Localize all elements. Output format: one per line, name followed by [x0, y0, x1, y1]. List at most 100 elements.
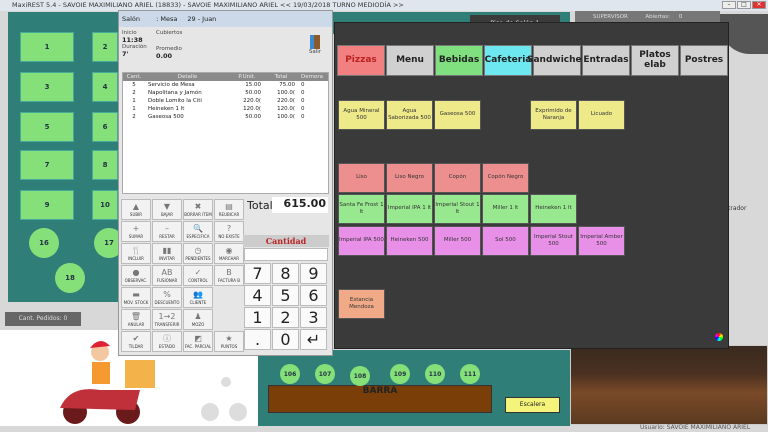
seat-110[interactable]: 110	[425, 364, 445, 384]
table-6[interactable]: 6	[92, 112, 118, 142]
table-1[interactable]: 1	[20, 32, 74, 62]
product-button[interactable]: Imperial Stout 1 lt	[434, 194, 481, 224]
key-6[interactable]: 6	[300, 285, 327, 306]
table-row[interactable]: 2 Gaseosa 500 50.00 100.0(0	[123, 113, 328, 121]
table-row[interactable]: 1 Doble Lomito la Citi 220.0(220.0(0	[123, 97, 328, 105]
invitar-button[interactable]: ▮▮ INVITAR	[152, 243, 182, 264]
table-4[interactable]: 4	[92, 72, 118, 102]
cliente-button[interactable]: 👥 CLIENTE	[183, 287, 213, 308]
color-picker-icon[interactable]	[715, 333, 723, 341]
table-10[interactable]: 10	[92, 190, 118, 220]
borrar-item-button[interactable]: ✖ BORRAR ITEM	[183, 199, 213, 220]
close-button[interactable]: ✕	[752, 1, 766, 9]
category-sandwiches[interactable]: Sandwiches	[527, 45, 587, 76]
anular-button[interactable]: 🗑 ANULAR	[121, 309, 151, 330]
exit-button[interactable]: Salir	[304, 35, 326, 55]
key-8[interactable]: 8	[272, 263, 299, 284]
category-pizzas[interactable]: Pizzas	[337, 45, 385, 76]
category-platos-elab[interactable]: Platos elab	[631, 45, 679, 76]
product-button[interactable]: Copón Negro	[482, 163, 529, 193]
no-existe-button[interactable]: ? NO EXISTE	[214, 221, 244, 242]
key-4[interactable]: 4	[244, 285, 271, 306]
seat-107[interactable]: 107	[315, 364, 335, 384]
key-9[interactable]: 9	[300, 263, 327, 284]
product-button[interactable]: Agua Mineral 500	[338, 100, 385, 130]
estado-button[interactable]: ⓘ ESTADO	[152, 331, 182, 352]
category-cafeteria[interactable]: Cafeteria	[484, 45, 532, 76]
bajar-button[interactable]: ▼ BAJAR	[152, 199, 182, 220]
table-9[interactable]: 9	[20, 190, 74, 220]
seat-108[interactable]: 108	[350, 366, 370, 386]
product-button[interactable]: Miller 1 lt	[482, 194, 529, 224]
product-button[interactable]: Imperial Amber 500	[578, 226, 625, 256]
seat-111[interactable]: 111	[460, 364, 480, 384]
table-5[interactable]: 5	[20, 112, 74, 142]
category-menu[interactable]: Menu	[386, 45, 434, 76]
product-button[interactable]: Imperial Stout 500	[530, 226, 577, 256]
product-button[interactable]: Gaseosa 500	[434, 100, 481, 130]
table-16[interactable]: 16	[29, 228, 59, 258]
fac-parcial-button[interactable]: ◩ FAC. PARCIAL	[183, 331, 213, 352]
product-button[interactable]: Imperial IPA 500	[338, 226, 385, 256]
puntos-button[interactable]: ★ PUNTOS	[214, 331, 244, 352]
seat-109[interactable]: 109	[390, 364, 410, 384]
key-dot[interactable]: .	[244, 329, 271, 350]
key-5[interactable]: 5	[272, 285, 299, 306]
tildar-button[interactable]: ✔ TILDAR	[121, 331, 151, 352]
control-button[interactable]: ✓ CONTROL	[183, 265, 213, 286]
key-1[interactable]: 1	[244, 307, 271, 328]
mozo-button[interactable]: ♟ MOZO	[183, 309, 213, 330]
marchar-button[interactable]: ◉ MARCHAR	[214, 243, 244, 264]
observac-button[interactable]: ● OBSERVAC.	[121, 265, 151, 286]
restar-button[interactable]: – RESTAR	[152, 221, 182, 242]
table-7[interactable]: 7	[20, 150, 74, 180]
factura-b-button[interactable]: B FACTURA B	[214, 265, 244, 286]
product-button[interactable]: Heineken 500	[386, 226, 433, 256]
sumar-button[interactable]: + SUMAR	[121, 221, 151, 242]
reubicar-button[interactable]: ▤ REUBICAR	[214, 199, 244, 220]
table-row[interactable]: 1 Heineken 1 lt 120.0(120.0(0	[123, 105, 328, 113]
table-row[interactable]: 5 Servicio de Mesa 15.00 75.00 0	[123, 81, 328, 89]
product-button[interactable]: Heineken 1 lt	[530, 194, 577, 224]
cantidad-input[interactable]	[244, 248, 328, 261]
mov-stock-button[interactable]: ▬ MOV. STOCK	[121, 287, 151, 308]
subir-button[interactable]: ▲ SUBIR	[121, 199, 151, 220]
barra-counter[interactable]: BARRA	[268, 385, 492, 413]
key-3[interactable]: 3	[300, 307, 327, 328]
key-7[interactable]: 7	[244, 263, 271, 284]
key-0[interactable]: 0	[272, 329, 299, 350]
pendientes-button[interactable]: ◷ PENDIENTES	[183, 243, 213, 264]
product-button[interactable]: Copón	[434, 163, 481, 193]
product-button[interactable]: Liso Negro	[386, 163, 433, 193]
product-button[interactable]: Licuado	[578, 100, 625, 130]
category-postres[interactable]: Postres	[680, 45, 728, 76]
incluir-button[interactable]: 🍴 INCLUIR	[121, 243, 151, 264]
table-row[interactable]: 2 Napolitana y Jamón 50.00 100.0(0	[123, 89, 328, 97]
minimize-button[interactable]: –	[722, 1, 736, 9]
cell: 120.0(	[243, 106, 261, 112]
product-button[interactable]: Exprimido de Naranja	[530, 100, 577, 130]
descuento-button[interactable]: % DESCUENTO	[152, 287, 182, 308]
invitar-label: INVITAR	[159, 256, 175, 261]
table-8[interactable]: 8	[92, 150, 118, 180]
table-18[interactable]: 18	[55, 263, 85, 293]
product-button[interactable]: Estancia Mendoza	[338, 289, 385, 319]
product-button[interactable]: Liso	[338, 163, 385, 193]
key-2[interactable]: 2	[272, 307, 299, 328]
product-button[interactable]: Sol 500	[482, 226, 529, 256]
table-2[interactable]: 2	[92, 32, 118, 62]
product-button[interactable]: Santa Fe Frost 1 lt	[338, 194, 385, 224]
fusionar-button[interactable]: AB FUSIONAR	[152, 265, 182, 286]
product-button[interactable]: Miller 500	[434, 226, 481, 256]
category-bebidas[interactable]: Bebidas	[435, 45, 483, 76]
product-button[interactable]: Agua Saborizada 500	[386, 100, 433, 130]
table-3[interactable]: 3	[20, 72, 74, 102]
maximize-button[interactable]: □	[737, 1, 751, 9]
key-enter[interactable]: ↵	[300, 329, 327, 350]
product-button[interactable]: Imperial IPA 1 lt	[386, 194, 433, 224]
transferir-button[interactable]: 1→2 TRANSFERIR	[152, 309, 182, 330]
especifica-button[interactable]: 🔍 ESPECIFICA	[183, 221, 213, 242]
category-entradas[interactable]: Entradas	[582, 45, 630, 76]
seat-106[interactable]: 106	[280, 364, 300, 384]
estado-icon: ⓘ	[163, 334, 171, 343]
